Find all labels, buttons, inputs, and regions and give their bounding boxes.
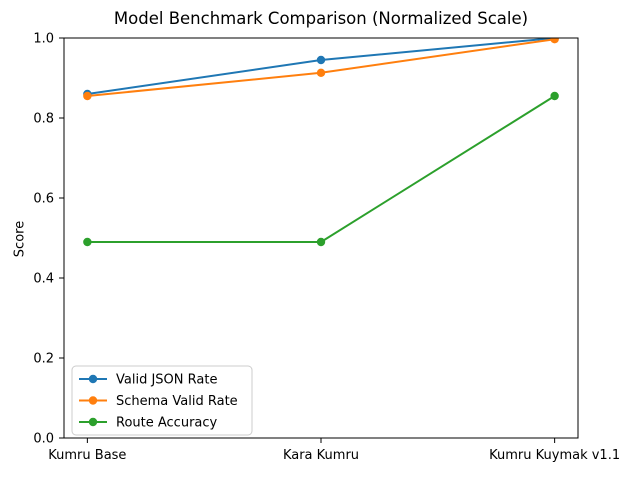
series-line bbox=[87, 38, 555, 97]
y-tick-label: 1.0 bbox=[33, 32, 54, 47]
y-tick-label: 0.0 bbox=[33, 432, 54, 447]
data-point-marker bbox=[83, 237, 92, 247]
legend-marker-icon bbox=[88, 396, 98, 405]
x-tick-label: Kumru Base bbox=[48, 448, 126, 463]
legend-item: Route Accuracy bbox=[79, 416, 218, 431]
legend: Valid JSON Rate Schema Valid Rate Route Ac… bbox=[71, 365, 253, 436]
series-line bbox=[87, 38, 555, 95]
series-line bbox=[87, 95, 556, 243]
chart-title: Model Benchmark Comparison (Normalized S… bbox=[113, 9, 529, 28]
data-point-marker bbox=[316, 55, 326, 65]
data-point-marker bbox=[316, 68, 326, 78]
x-tick-label: Kara Kumru bbox=[283, 448, 359, 463]
legend-marker-icon bbox=[88, 417, 98, 427]
legend-item: Schema Valid Rate bbox=[79, 394, 238, 409]
legend-item-label: Route Accuracy bbox=[116, 416, 218, 431]
y-tick-label: 0.8 bbox=[33, 112, 54, 127]
data-point-marker bbox=[550, 91, 559, 101]
legend-box bbox=[71, 365, 253, 436]
legend-marker-icon bbox=[88, 374, 98, 384]
plot-border bbox=[63, 37, 579, 439]
data-point-marker bbox=[550, 38, 559, 44]
y-tick-label: 0.2 bbox=[33, 352, 54, 367]
y-tick-label: 0.4 bbox=[33, 272, 54, 287]
data-point-marker bbox=[83, 91, 92, 101]
legend-item-label: Schema Valid Rate bbox=[116, 394, 238, 409]
legend-item: Valid JSON Rate bbox=[79, 373, 217, 388]
series-group bbox=[83, 38, 559, 247]
x-tick-label: Kumru Kuymak v1.1 bbox=[489, 448, 620, 463]
data-point-marker bbox=[316, 237, 326, 247]
y-tick-label: 0.6 bbox=[33, 192, 54, 207]
legend-item-label: Valid JSON Rate bbox=[116, 373, 217, 388]
